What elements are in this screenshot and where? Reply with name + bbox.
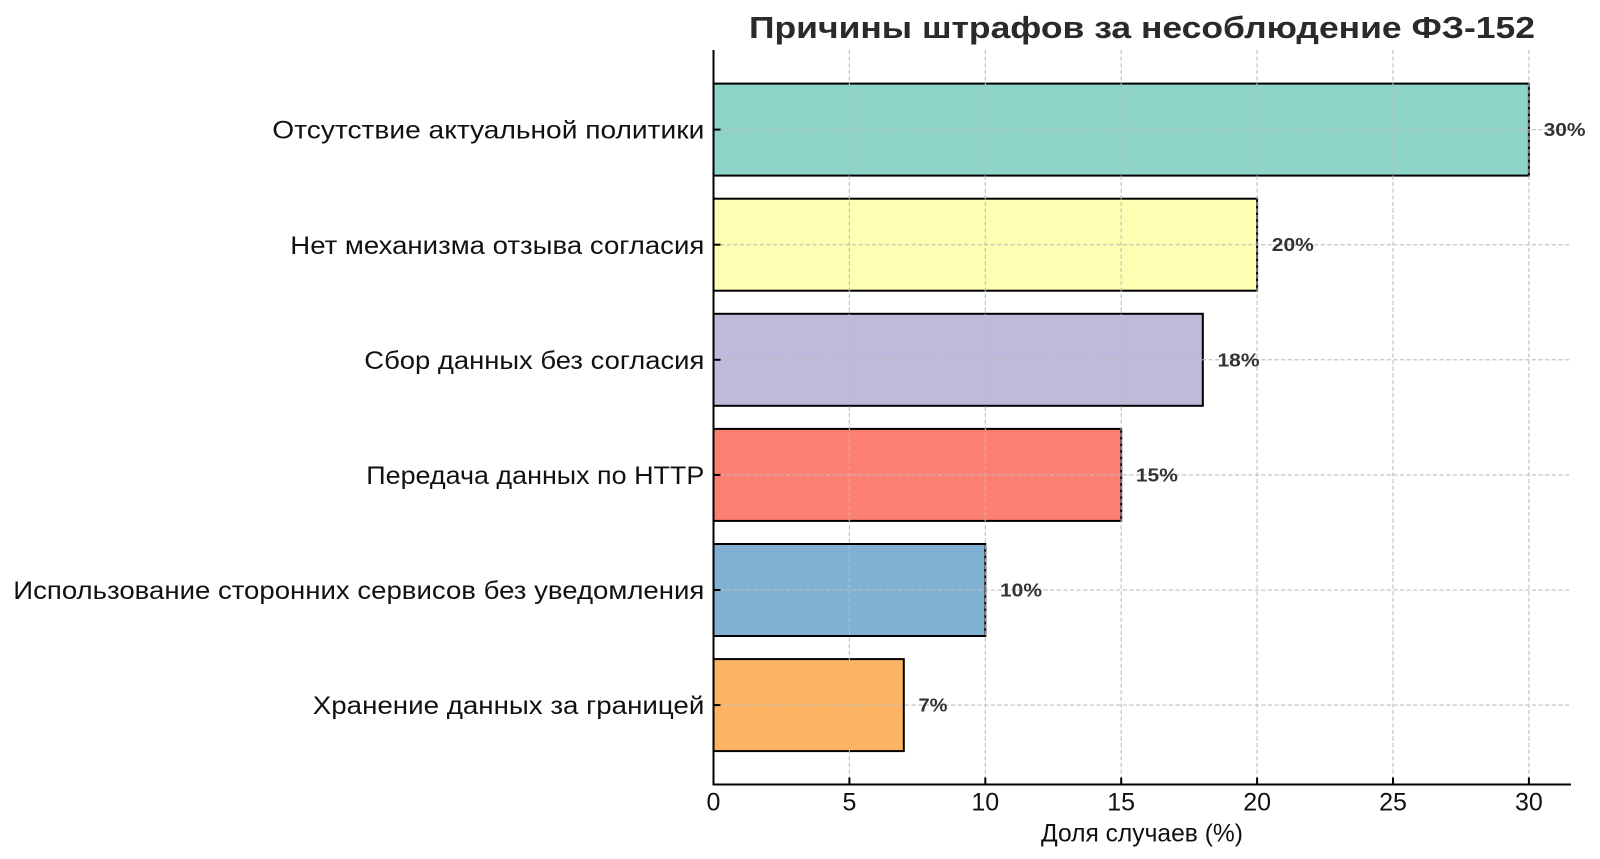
svg-text:18%: 18% — [1218, 350, 1260, 370]
svg-text:30: 30 — [1515, 789, 1543, 817]
svg-text:Хранение данных за границей: Хранение данных за границей — [313, 692, 705, 720]
svg-text:7%: 7% — [919, 696, 948, 716]
svg-text:20%: 20% — [1272, 235, 1314, 255]
svg-text:10%: 10% — [1000, 581, 1042, 601]
svg-text:20: 20 — [1243, 789, 1271, 817]
svg-text:Доля случаев (%): Доля случаев (%) — [1041, 820, 1243, 848]
svg-text:10: 10 — [971, 789, 999, 817]
svg-text:5: 5 — [842, 789, 856, 817]
svg-text:Использование сторонних сервис: Использование сторонних сервисов без уве… — [13, 577, 704, 605]
svg-text:15: 15 — [1107, 789, 1135, 817]
svg-text:25: 25 — [1379, 789, 1407, 817]
svg-text:Нет механизма отзыва согласия: Нет механизма отзыва согласия — [290, 232, 704, 260]
svg-text:Причины штрафов за несоблюдени: Причины штрафов за несоблюдение ФЗ-152 — [749, 10, 1535, 45]
svg-text:0: 0 — [707, 789, 721, 817]
svg-text:Отсутствие актуальной политики: Отсутствие актуальной политики — [272, 117, 704, 145]
svg-text:Сбор данных без согласия: Сбор данных без согласия — [364, 347, 704, 375]
svg-text:30%: 30% — [1544, 120, 1586, 140]
svg-text:15%: 15% — [1136, 465, 1178, 485]
svg-text:Передача данных по HTTP: Передача данных по HTTP — [366, 462, 704, 490]
